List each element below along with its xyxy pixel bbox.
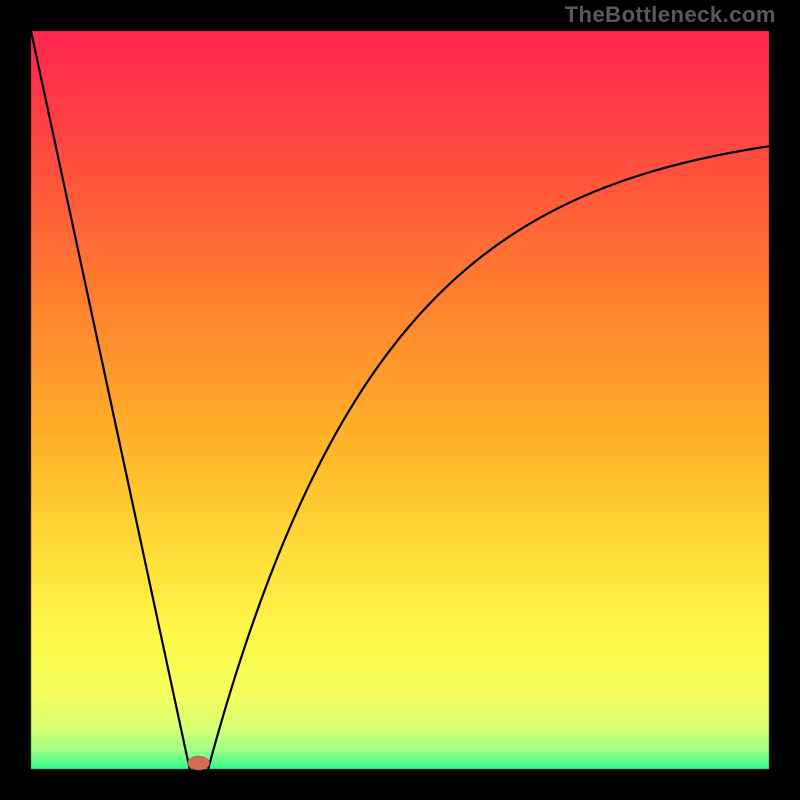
chart-root: TheBottleneck.com [0, 0, 800, 800]
gradient-background-canvas [0, 0, 800, 800]
watermark-text: TheBottleneck.com [565, 2, 776, 28]
